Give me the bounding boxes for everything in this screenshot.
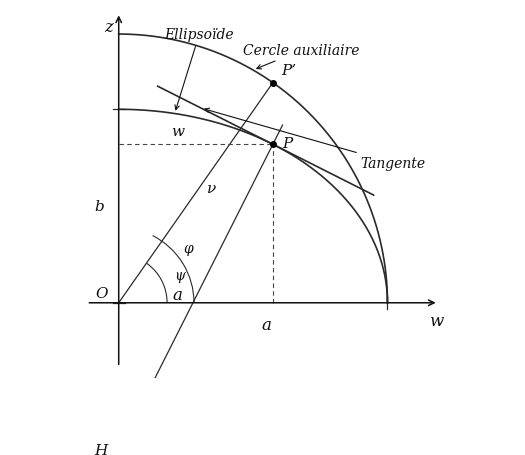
Text: a: a — [261, 317, 271, 334]
Text: z: z — [104, 19, 113, 36]
Text: w: w — [171, 124, 184, 138]
Text: Cercle auxiliaire: Cercle auxiliaire — [243, 44, 360, 70]
Text: ψ: ψ — [174, 268, 185, 282]
Text: a: a — [172, 287, 182, 303]
Text: P’: P’ — [281, 64, 296, 78]
Text: b: b — [94, 200, 104, 213]
Text: P: P — [282, 136, 292, 151]
Text: Ellipsoïde: Ellipsoïde — [164, 28, 234, 111]
Text: Tangente: Tangente — [205, 109, 426, 171]
Text: w: w — [429, 313, 443, 329]
Text: ν: ν — [207, 182, 216, 196]
Text: H: H — [94, 443, 108, 455]
Text: O: O — [96, 287, 108, 300]
Text: φ: φ — [184, 242, 194, 256]
